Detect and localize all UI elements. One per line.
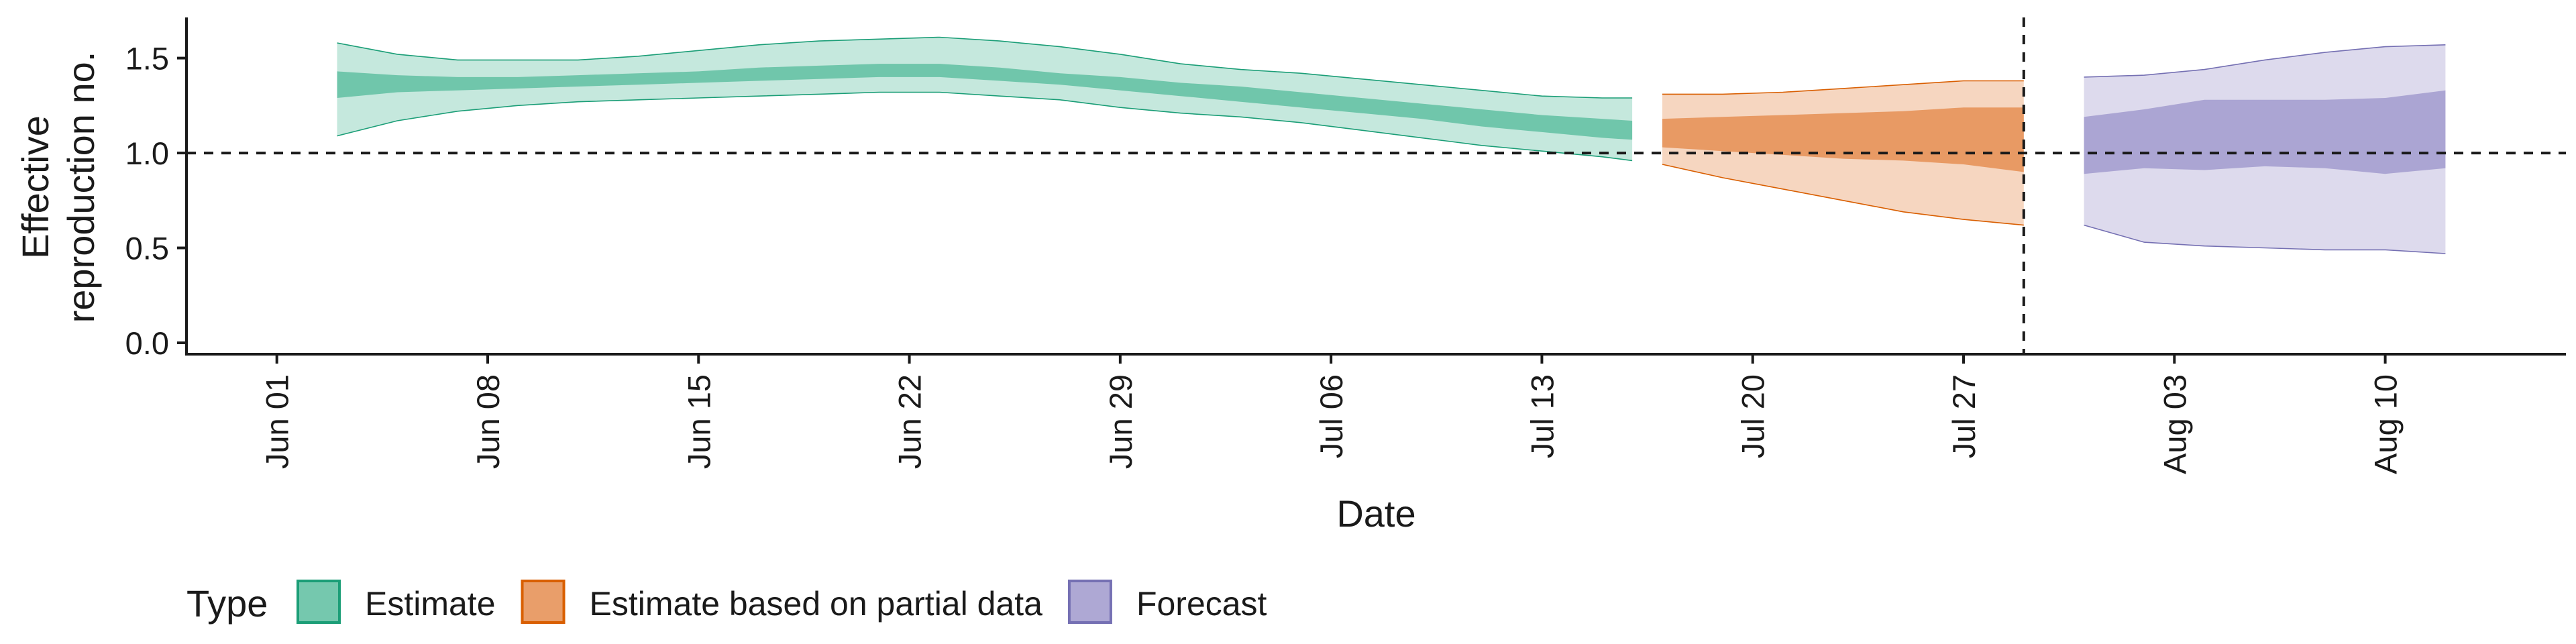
x-tick-label: Jun 29 [1103, 374, 1138, 469]
x-tick-label: Jun 15 [681, 374, 716, 469]
x-tick-label: Jul 20 [1735, 374, 1771, 458]
x-tick-label: Jul 13 [1524, 374, 1560, 458]
y-tick-label: 0.0 [125, 325, 169, 361]
forecast-legend-label: Forecast [1136, 585, 1267, 623]
legend-title: Type [186, 582, 268, 625]
forecast-outer-upper-line [2084, 44, 2446, 78]
x-tick-label: Jun 08 [470, 374, 506, 469]
y-tick-label: 1.0 [125, 136, 169, 171]
estimate-based-on-partial-data-legend-label: Estimate based on partial data [590, 585, 1043, 623]
legend: Type Estimate Estimate based on partial da… [186, 580, 1267, 625]
estimate-inner-band [337, 64, 1633, 140]
x-axis-title: Date [1336, 492, 1415, 535]
axis-titles: Date Effective reproduction no. [14, 52, 1416, 535]
x-tick-label: Aug 10 [2368, 374, 2404, 474]
x-tick-label: Jul 27 [1946, 374, 1982, 458]
y-tick-label: 1.5 [125, 41, 169, 76]
x-tick-label: Jul 06 [1313, 374, 1349, 458]
axes: 0.0 0.5 1.0 1.5 Jun 01 Jun 08 Jun 15 Jun 22 Jun … [125, 17, 2566, 474]
x-tick-label: Jun 01 [260, 374, 295, 469]
estimate-based-on-partial-data-outer-upper-line [1662, 80, 2024, 95]
estimate-based-on-partial-data-outer-lower-line [1662, 164, 2024, 226]
estimate-outer-lower-line [337, 91, 1633, 162]
ribbon-layer [337, 36, 2446, 254]
y-axis-title: Effective [14, 115, 56, 259]
estimate-outer-band [337, 37, 1633, 161]
estimate-legend-label: Estimate [365, 585, 496, 623]
estimate-legend-swatch [297, 580, 341, 624]
y-axis-title: reproduction no. [60, 52, 102, 323]
x-tick-label: Aug 03 [2157, 374, 2192, 474]
estimate-based-on-partial-data-inner-band [1662, 107, 2024, 172]
forecast-outer-lower-line [2084, 224, 2446, 254]
reference-lines [186, 17, 2566, 354]
estimate-outer-upper-line [337, 36, 1633, 99]
y-tick-label: 0.5 [125, 231, 169, 266]
forecast-legend-swatch [1067, 580, 1112, 624]
x-tick-label: Jun 22 [892, 374, 928, 469]
estimate-based-on-partial-data-legend-swatch [521, 580, 566, 624]
